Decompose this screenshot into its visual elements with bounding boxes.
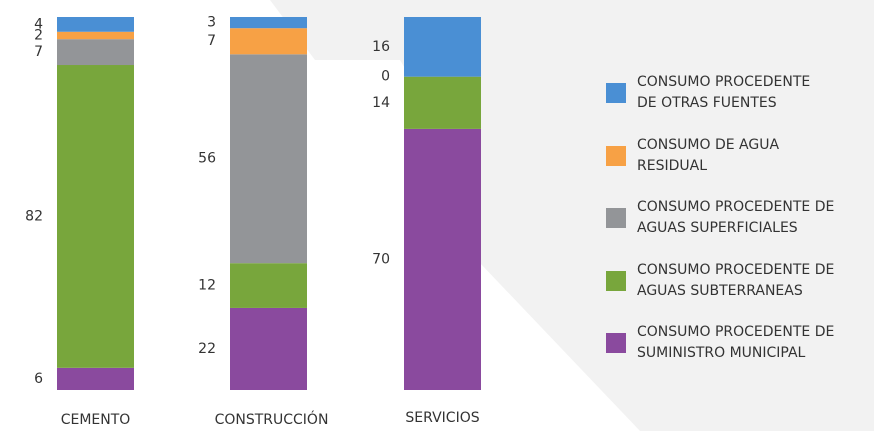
legend-item: CONSUMO DE AGUA RESIDUAL — [606, 125, 834, 188]
data-label: 22 — [198, 341, 216, 357]
legend-label: CONSUMO PROCEDENTE DE AGUAS SUPERFICIALE… — [637, 199, 835, 237]
data-label: 14 — [372, 95, 390, 111]
data-label: 7 — [34, 44, 43, 60]
bar-segment — [57, 65, 134, 368]
data-label: 82 — [25, 208, 43, 224]
legend-label: CONSUMO PROCEDENTE DE SUMINISTRO MUNICIP… — [637, 324, 835, 362]
legend-label: CONSUMO DE AGUA RESIDUAL — [637, 136, 780, 174]
bar-segment — [57, 39, 134, 66]
data-label: 0 — [381, 69, 390, 85]
legend-item: CONSUMO PROCEDENTE DE AGUAS SUPERFICIALE… — [606, 187, 834, 250]
legend-swatch — [606, 208, 626, 229]
legend-label: CONSUMO PROCEDENTE DE OTRAS FUENTES — [637, 74, 811, 112]
bar-segment — [57, 17, 134, 32]
data-label: 4 — [34, 16, 43, 32]
legend-item: CONSUMO PROCEDENTE DE OTRAS FUENTES — [606, 62, 834, 125]
data-label: 6 — [34, 371, 43, 387]
data-label: 2 — [34, 27, 43, 43]
data-label: 7 — [207, 33, 216, 49]
bar-segment — [230, 307, 307, 390]
legend-item: CONSUMO PROCEDENTE DE AGUAS SUBTERRANEAS — [606, 250, 834, 313]
bar-segment — [404, 17, 481, 77]
data-label: 3 — [207, 15, 216, 31]
bar-segment — [230, 17, 307, 29]
x-tick-label: SERVICIOS — [405, 410, 479, 426]
legend-label: CONSUMO PROCEDENTE DE AGUAS SUBTERRANEAS — [637, 261, 835, 299]
bar-segment — [230, 28, 307, 55]
bar-segment — [404, 128, 481, 390]
bar-segment — [230, 263, 307, 308]
bar-segment — [404, 76, 481, 129]
data-label: 16 — [372, 39, 390, 55]
data-label: 56 — [198, 151, 216, 167]
bar-segment — [57, 31, 134, 40]
bar-segment — [230, 54, 307, 264]
x-tick-label: CONSTRUCCIÓN — [215, 410, 329, 428]
legend-swatch — [606, 270, 626, 291]
data-label: 70 — [372, 251, 390, 267]
bar-segment — [57, 367, 134, 390]
legend-swatch — [606, 83, 626, 104]
legend-swatch — [606, 145, 626, 166]
legend-swatch — [606, 333, 626, 354]
x-tick-label: CEMENTO — [61, 412, 131, 428]
legend: CONSUMO PROCEDENTE DE OTRAS FUENTES CONSU… — [606, 62, 834, 375]
legend-item: CONSUMO PROCEDENTE DE SUMINISTRO MUNICIP… — [606, 312, 834, 375]
data-label: 12 — [198, 278, 216, 294]
